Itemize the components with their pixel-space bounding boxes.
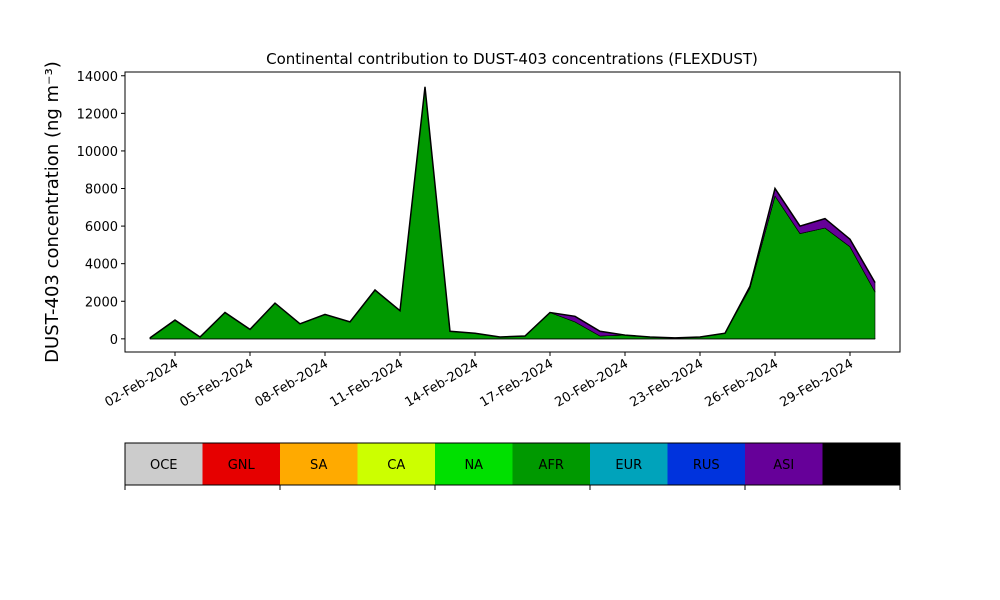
y-tick-label: 8000 (85, 183, 118, 198)
x-tick-label: 17-Feb-2024 (477, 356, 556, 410)
y-tick-label: 10000 (77, 145, 118, 160)
legend-swatch (280, 443, 358, 485)
legend-swatch (125, 443, 203, 485)
legend-swatch (357, 443, 435, 485)
y-tick-label: 12000 (77, 107, 118, 122)
legend-swatch (822, 443, 900, 485)
x-tick-label: 29-Feb-2024 (777, 356, 856, 410)
legend-swatch (512, 443, 590, 485)
x-tick-label: 14-Feb-2024 (402, 356, 481, 410)
y-axis-label: DUST-403 concentration (ng m⁻³) (42, 61, 63, 363)
x-tick-label: 20-Feb-2024 (552, 356, 631, 410)
legend-label: OCE (150, 458, 178, 473)
legend-label: EUR (615, 458, 642, 473)
x-tick-label: 02-Feb-2024 (102, 356, 181, 410)
y-tick-label: 0 (110, 333, 118, 348)
legend-label: NA (464, 458, 483, 473)
y-tick-label: 2000 (85, 295, 118, 310)
legend-swatch (590, 443, 668, 485)
colorbar-ticks (124, 485, 901, 490)
y-tick-label: 4000 (85, 258, 118, 273)
x-tick-label: 26-Feb-2024 (702, 356, 781, 410)
plot-frame (124, 71, 901, 353)
x-tick-label: 05-Feb-2024 (177, 356, 256, 410)
legend-label: AFR (539, 458, 564, 473)
legend-frame (124, 442, 901, 486)
y-tick-label: 6000 (85, 220, 118, 235)
legend-label: ASI (773, 458, 794, 473)
x-tick-label: 23-Feb-2024 (627, 356, 706, 410)
area (149, 86, 876, 340)
x-tick-label: 11-Feb-2024 (327, 356, 406, 410)
legend-label: GNL (228, 458, 256, 473)
legend-swatch (667, 443, 745, 485)
total-outline (149, 86, 876, 339)
legend-label: RUS (693, 458, 720, 473)
legend-swatch (202, 443, 280, 485)
x-tick-label: 08-Feb-2024 (252, 356, 331, 410)
y-tick-label: 14000 (77, 70, 118, 85)
legend-label: AUS (848, 458, 875, 473)
legend-swatch (745, 443, 823, 485)
chart-title: Continental contribution to DUST-403 con… (266, 50, 758, 68)
legend-label: CA (387, 458, 405, 473)
legend-swatch (435, 443, 513, 485)
legend-label: SA (310, 458, 327, 473)
